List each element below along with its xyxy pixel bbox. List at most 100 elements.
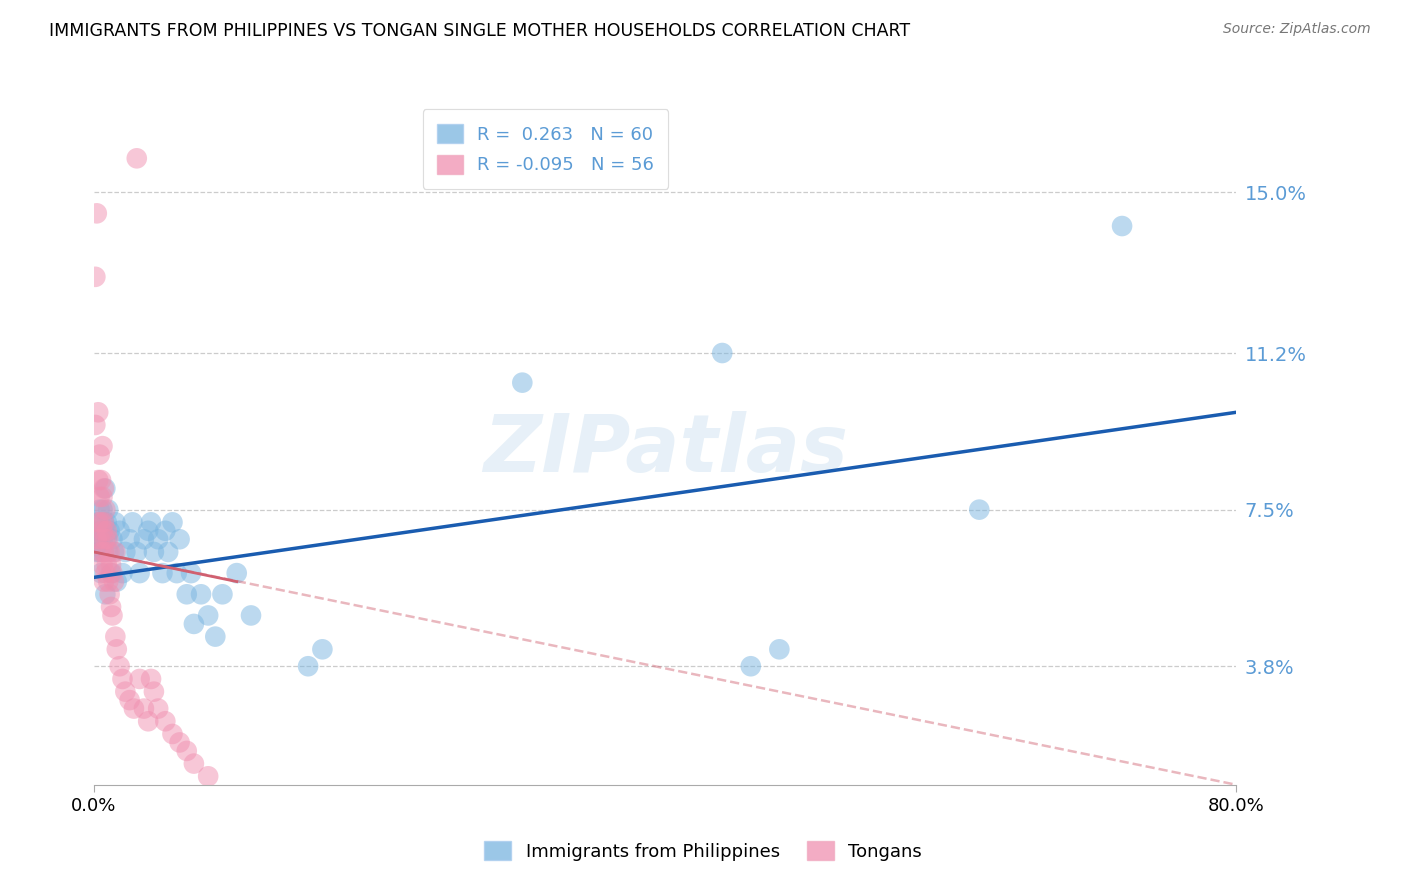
Point — [96, 524, 118, 538]
Point — [101, 533, 124, 547]
Point — [169, 533, 191, 547]
Point — [225, 566, 247, 581]
Point — [89, 490, 111, 504]
Point — [114, 545, 136, 559]
Point — [91, 439, 114, 453]
Point — [96, 558, 118, 572]
Point — [96, 516, 118, 530]
Point — [93, 516, 115, 530]
Legend: Immigrants from Philippines, Tongans: Immigrants from Philippines, Tongans — [475, 832, 931, 870]
Point — [87, 405, 110, 419]
Point — [176, 587, 198, 601]
Point — [86, 533, 108, 547]
Point — [87, 516, 110, 530]
Point — [118, 693, 141, 707]
Point — [91, 533, 114, 547]
Point — [162, 516, 184, 530]
Point — [91, 524, 114, 538]
Point — [84, 269, 107, 284]
Point — [155, 714, 177, 729]
Point — [96, 533, 118, 547]
Point — [197, 608, 219, 623]
Point — [105, 574, 128, 589]
Point — [108, 524, 131, 538]
Point — [297, 659, 319, 673]
Point — [148, 701, 170, 715]
Point — [93, 574, 115, 589]
Point — [97, 502, 120, 516]
Point — [101, 566, 124, 581]
Point — [142, 545, 165, 559]
Text: IMMIGRANTS FROM PHILIPPINES VS TONGAN SINGLE MOTHER HOUSEHOLDS CORRELATION CHART: IMMIGRANTS FROM PHILIPPINES VS TONGAN SI… — [49, 22, 910, 40]
Point — [148, 533, 170, 547]
Point — [90, 524, 112, 538]
Point — [98, 545, 121, 559]
Point — [94, 482, 117, 496]
Point — [100, 566, 122, 581]
Text: Source: ZipAtlas.com: Source: ZipAtlas.com — [1223, 22, 1371, 37]
Point — [93, 482, 115, 496]
Point — [86, 206, 108, 220]
Point — [93, 516, 115, 530]
Point — [132, 701, 155, 715]
Legend: R =  0.263   N = 60, R = -0.095   N = 56: R = 0.263 N = 60, R = -0.095 N = 56 — [423, 110, 668, 189]
Point — [183, 756, 205, 771]
Point — [118, 533, 141, 547]
Point — [197, 769, 219, 783]
Point — [97, 545, 120, 559]
Point — [104, 630, 127, 644]
Point — [711, 346, 734, 360]
Point — [1111, 219, 1133, 233]
Point — [89, 545, 111, 559]
Point — [128, 566, 150, 581]
Point — [90, 516, 112, 530]
Point — [98, 587, 121, 601]
Point — [111, 566, 134, 581]
Point — [157, 545, 180, 559]
Point — [190, 587, 212, 601]
Point — [162, 727, 184, 741]
Text: ZIPatlas: ZIPatlas — [482, 410, 848, 489]
Point — [311, 642, 333, 657]
Point — [86, 524, 108, 538]
Point — [136, 524, 159, 538]
Point — [204, 630, 226, 644]
Point — [87, 533, 110, 547]
Point — [240, 608, 263, 623]
Point — [122, 701, 145, 715]
Point — [155, 524, 177, 538]
Point — [176, 744, 198, 758]
Point — [132, 533, 155, 547]
Point — [91, 558, 114, 572]
Point — [91, 490, 114, 504]
Point — [100, 599, 122, 614]
Point — [104, 516, 127, 530]
Point — [136, 714, 159, 729]
Point — [967, 502, 990, 516]
Point — [183, 616, 205, 631]
Point — [740, 659, 762, 673]
Point — [97, 574, 120, 589]
Point — [90, 545, 112, 559]
Point — [94, 587, 117, 601]
Point — [142, 684, 165, 698]
Point — [94, 533, 117, 547]
Point — [94, 566, 117, 581]
Point — [103, 574, 125, 589]
Point — [87, 516, 110, 530]
Point — [125, 151, 148, 165]
Point — [180, 566, 202, 581]
Point — [89, 533, 111, 547]
Point — [93, 545, 115, 559]
Point — [89, 502, 111, 516]
Point — [111, 672, 134, 686]
Point — [98, 524, 121, 538]
Point — [101, 608, 124, 623]
Point — [87, 473, 110, 487]
Point — [86, 545, 108, 559]
Point — [100, 558, 122, 572]
Point — [108, 659, 131, 673]
Point — [89, 448, 111, 462]
Point — [93, 545, 115, 559]
Point — [97, 533, 120, 547]
